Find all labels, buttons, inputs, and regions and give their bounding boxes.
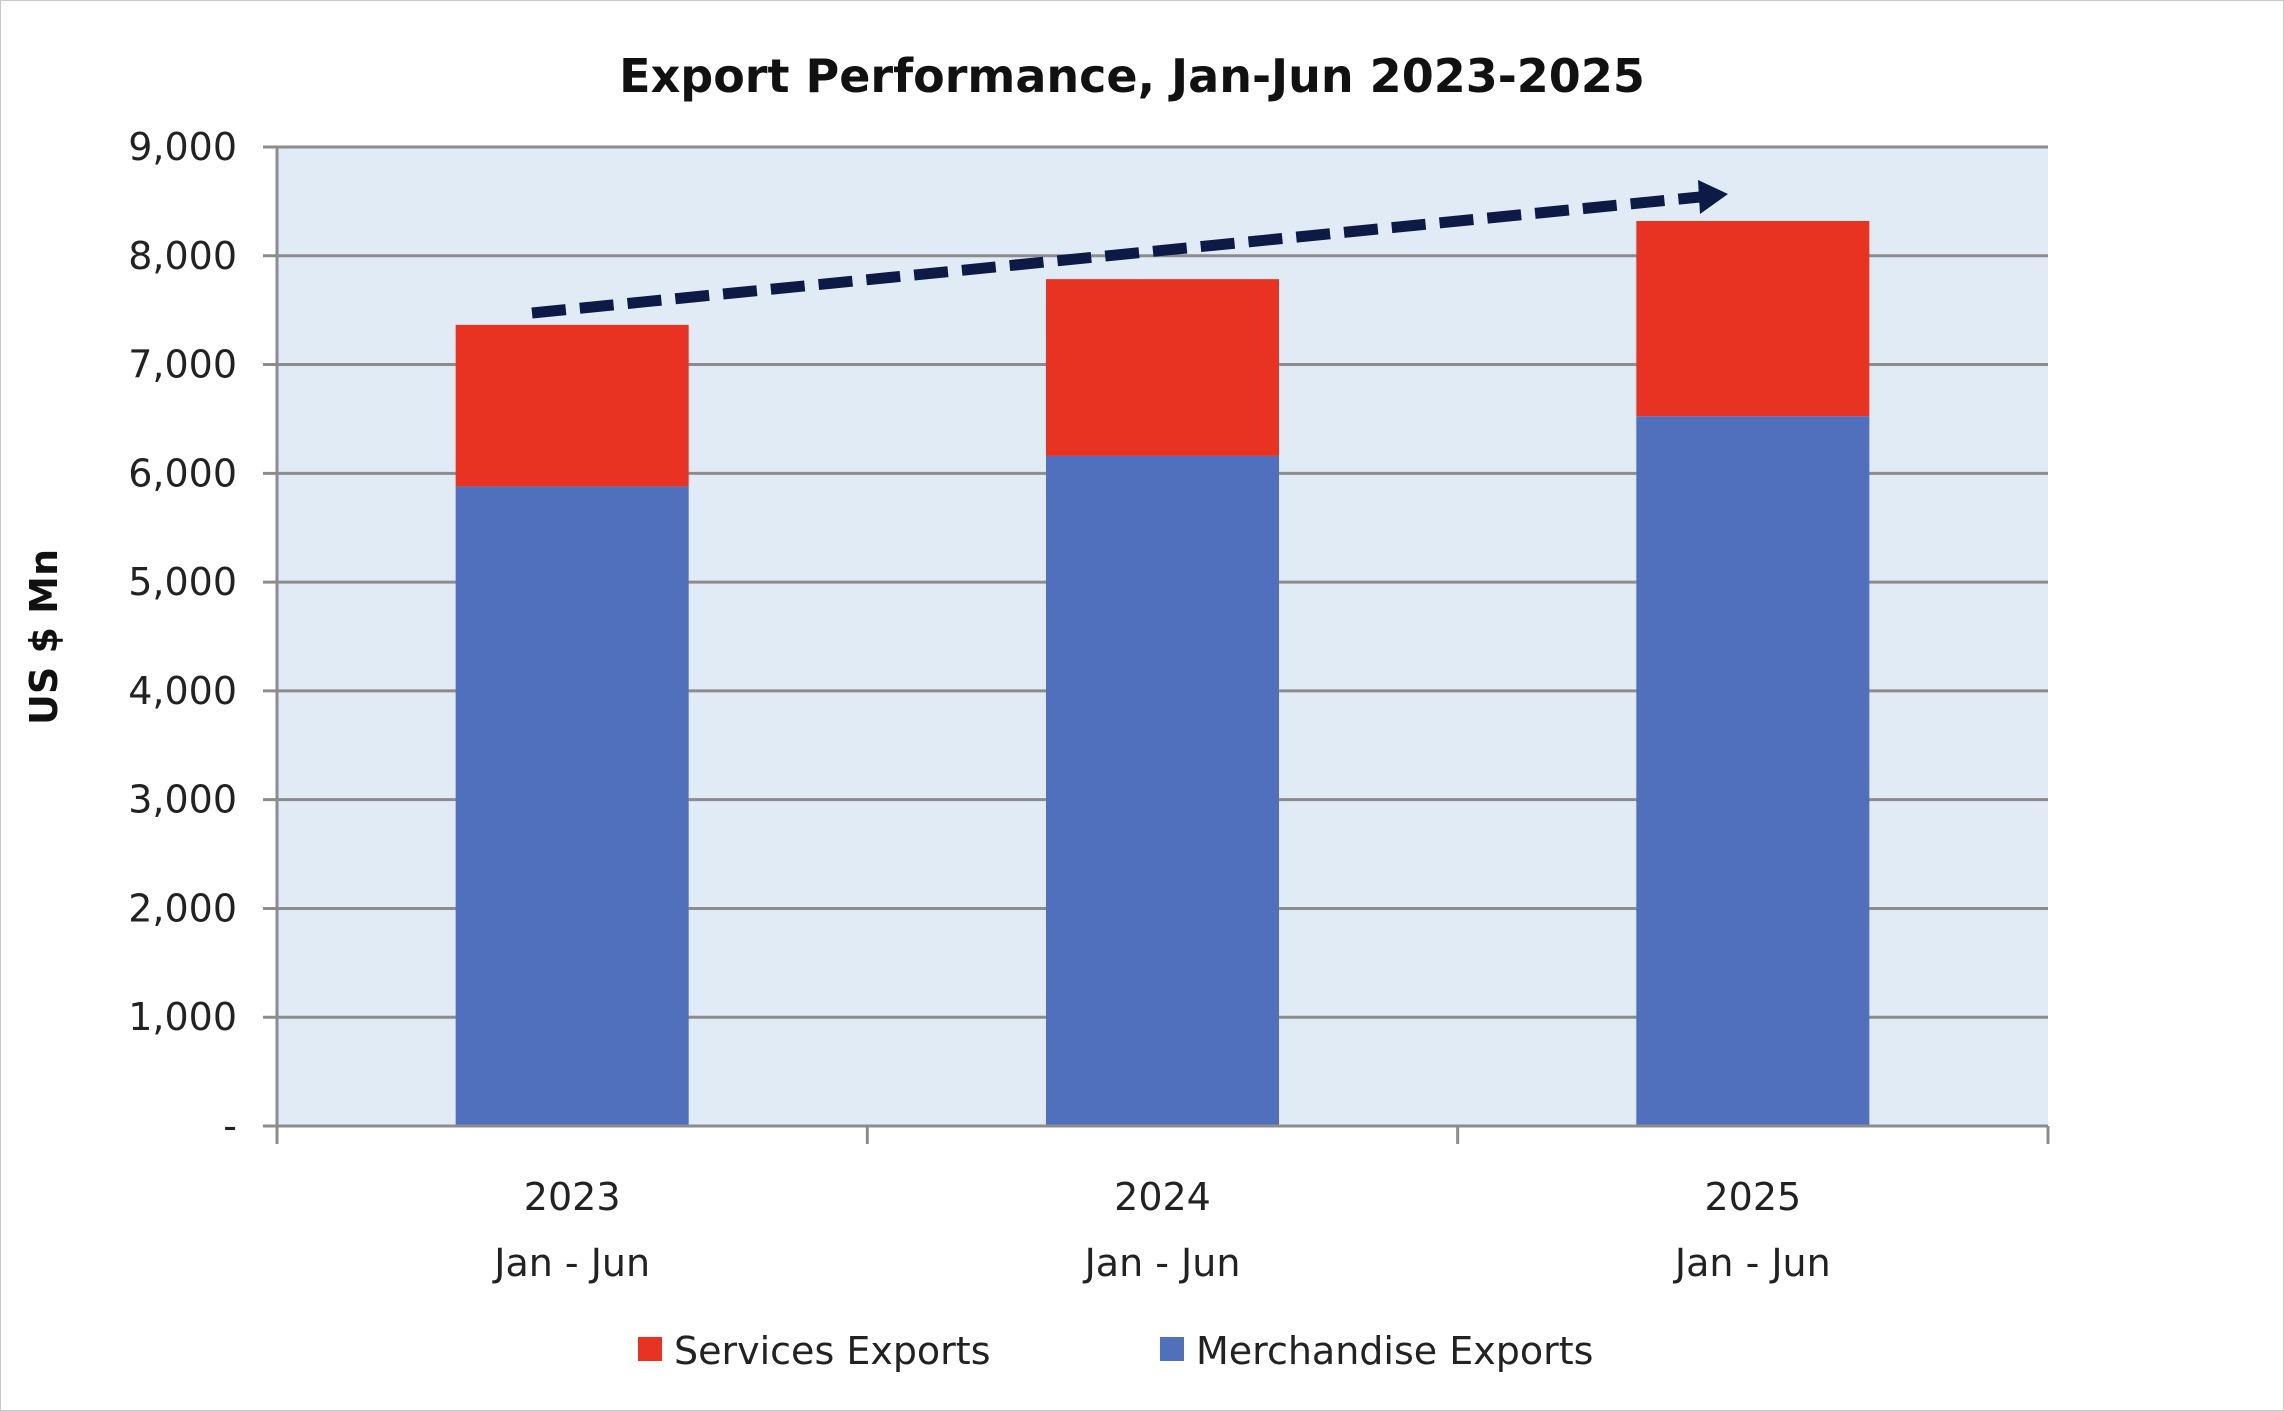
- legend-label: Services Exports: [674, 1329, 991, 1373]
- x-tick-label-period: Jan - Jun: [1673, 1241, 1831, 1285]
- y-tick-label: 1,000: [128, 995, 237, 1039]
- y-tick-label: 2,000: [128, 886, 237, 930]
- x-tick-label-period: Jan - Jun: [492, 1241, 650, 1285]
- x-tick-label-year: 2025: [1704, 1175, 1801, 1219]
- trend-arrow-line: [531, 191, 1701, 319]
- x-tick-label-year: 2024: [1114, 1175, 1211, 1219]
- legend-label: Merchandise Exports: [1196, 1329, 1593, 1373]
- bar-services-exports: [1636, 220, 1870, 417]
- legend-swatch: [638, 1337, 662, 1361]
- y-tick-label: 6,000: [128, 451, 237, 495]
- y-tick-label: 5,000: [128, 560, 237, 604]
- legend-swatch: [1160, 1337, 1184, 1361]
- y-tick-label: 9,000: [128, 125, 237, 169]
- bar-merchandise-exports: [1636, 416, 1870, 1127]
- y-axis-label: US $ Mn: [22, 549, 66, 725]
- y-tick-label: 4,000: [128, 669, 237, 713]
- y-tick-label: 8,000: [128, 234, 237, 278]
- trend-arrow-head: [1698, 180, 1728, 214]
- y-tick-label: 3,000: [128, 778, 237, 822]
- y-tick-label: 7,000: [128, 343, 237, 387]
- bar-services-exports: [455, 324, 689, 487]
- bar-merchandise-exports: [455, 486, 689, 1126]
- bar-merchandise-exports: [1046, 455, 1279, 1126]
- x-tick-label-period: Jan - Jun: [1083, 1241, 1241, 1285]
- y-tick-label: -: [223, 1104, 237, 1148]
- chart-title: Export Performance, Jan-Jun 2023-2025: [619, 49, 1645, 103]
- bar-services-exports: [1046, 279, 1279, 456]
- x-tick-label-year: 2023: [524, 1175, 621, 1219]
